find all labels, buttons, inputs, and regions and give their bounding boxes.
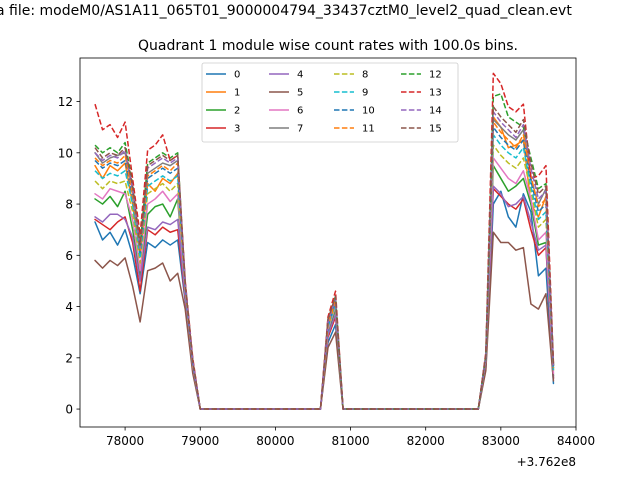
series-line-13 xyxy=(94,72,555,410)
x-tick-label: 82000 xyxy=(407,434,445,448)
series-line-9 xyxy=(94,134,555,410)
series-layer xyxy=(94,72,555,410)
x-axis: 78000 79000 80000 81000 82000 83000 84000 xyxy=(106,427,595,448)
x-tick-label: 78000 xyxy=(106,434,144,448)
legend-label-0: 0 xyxy=(234,70,240,81)
y-tick-label: 4 xyxy=(65,300,73,314)
y-tick-label: 10 xyxy=(58,146,73,160)
legend-label-7: 7 xyxy=(297,124,303,135)
y-tick-label: 2 xyxy=(65,351,73,365)
x-offset-label: +3.762e8 xyxy=(517,455,576,469)
y-tick-label: 8 xyxy=(65,198,73,212)
y-axis: 0 2 4 6 8 10 12 xyxy=(58,95,80,417)
legend-label-15: 15 xyxy=(429,124,442,135)
x-tick-label: 84000 xyxy=(557,434,595,448)
y-tick-label: 6 xyxy=(65,249,73,263)
legend-label-14: 14 xyxy=(429,106,442,117)
y-tick-label: 12 xyxy=(58,95,73,109)
x-tick-label: 79000 xyxy=(181,434,219,448)
x-tick-label: 83000 xyxy=(482,434,520,448)
legend-box xyxy=(201,62,459,143)
legend-label-6: 6 xyxy=(297,106,303,117)
y-tick-label: 0 xyxy=(65,403,73,417)
file-title: a file: modeM0/AS1A11_065T01_9000004794_… xyxy=(0,3,572,19)
legend-label-9: 9 xyxy=(362,88,368,99)
legend-label-4: 4 xyxy=(297,70,303,81)
legend-label-12: 12 xyxy=(429,70,442,81)
legend-label-13: 13 xyxy=(429,88,442,99)
legend-label-1: 1 xyxy=(234,88,240,99)
legend-label-3: 3 xyxy=(234,124,240,135)
legend-label-5: 5 xyxy=(297,88,303,99)
series-line-15 xyxy=(94,105,555,410)
plot-frame xyxy=(79,57,577,428)
chart-title: Quadrant 1 module wise count rates with … xyxy=(138,38,518,54)
legend-label-2: 2 xyxy=(234,106,240,117)
legend-label-11: 11 xyxy=(362,124,375,135)
legend-label-8: 8 xyxy=(362,70,368,81)
x-tick-label: 81000 xyxy=(331,434,369,448)
x-tick-label: 80000 xyxy=(256,434,294,448)
legend-label-10: 10 xyxy=(362,106,375,117)
